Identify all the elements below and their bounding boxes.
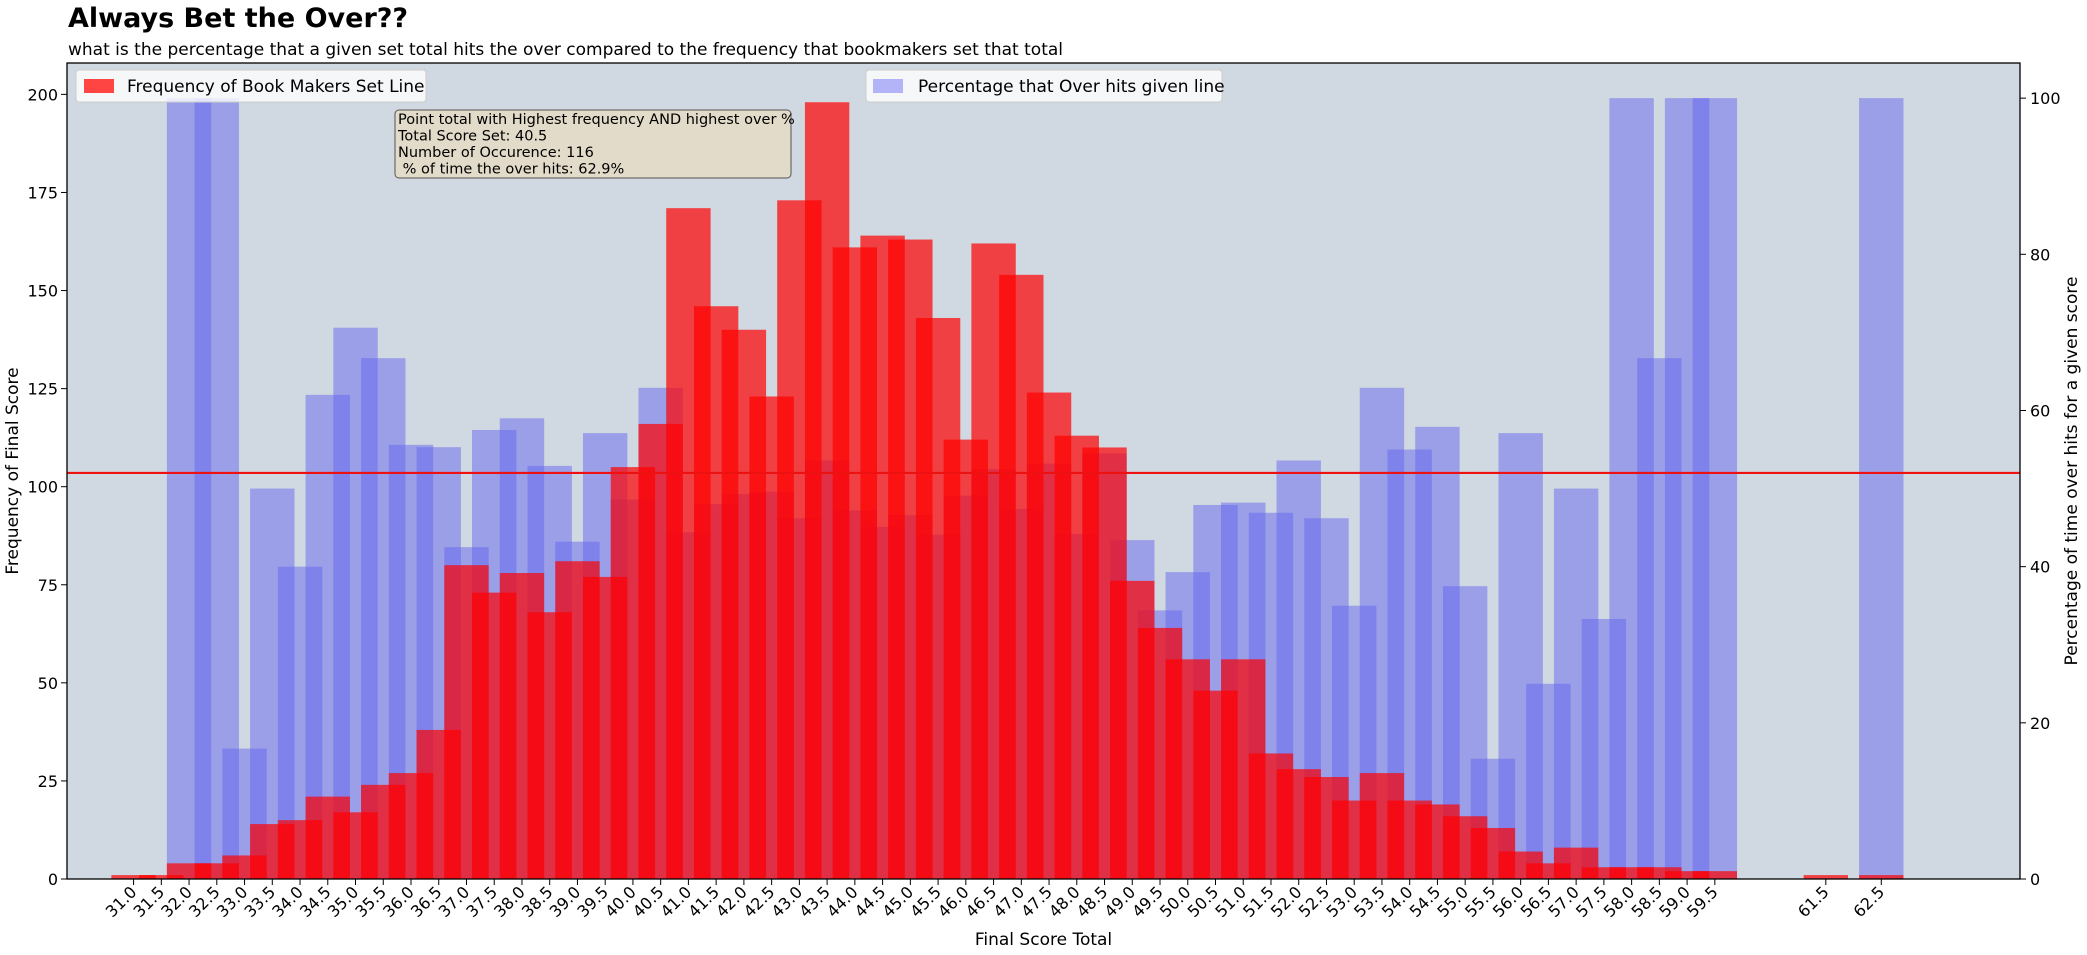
legend-frequency: Frequency of Book Makers Set Line	[75, 69, 427, 103]
left-tick-label: 125	[27, 380, 58, 399]
frequency-bar	[139, 875, 184, 879]
right-y-axis-label: Percentage of time over hits for a given…	[2062, 277, 2082, 666]
x-tick-label: 61.5	[1794, 882, 1833, 921]
annotation-line: % of time the over hits: 62.9%	[398, 162, 624, 178]
percentage-bar	[1859, 98, 1904, 880]
right-tick-label: 80	[2030, 245, 2050, 264]
frequency-bar	[1664, 871, 1710, 879]
frequency-bar	[111, 875, 156, 879]
plot-frame	[66, 62, 2021, 880]
right-tick-label: 100	[2030, 89, 2061, 108]
frequency-bar	[1609, 867, 1654, 879]
annotation-line: Total Score Set: 40.5	[397, 129, 547, 145]
right-tick-label: 0	[2030, 870, 2040, 889]
left-tick-label: 0	[48, 870, 58, 889]
frequency-bar	[1637, 867, 1682, 879]
left-tick-label: 50	[38, 674, 58, 693]
left-tick-label: 200	[27, 85, 58, 104]
x-axis-label: Final Score Total	[975, 930, 1112, 950]
frequency-series	[111, 102, 1904, 880]
annotation-box: Point total with Highest frequency AND h…	[394, 109, 795, 179]
frequency-bar	[1859, 875, 1904, 879]
right-tick-label: 40	[2030, 558, 2050, 577]
frequency-bar	[1692, 871, 1738, 879]
chart-subtitle: what is the percentage that a given set …	[68, 40, 1063, 60]
left-tick-label: 25	[38, 772, 58, 791]
x-tick-label: 59.5	[1683, 882, 1722, 921]
legend-percentage: Percentage that Over hits given line	[865, 69, 1225, 103]
chart-title: Always Bet the Over??	[68, 3, 408, 34]
left-tick-label: 175	[27, 183, 58, 202]
frequency-bar	[1581, 867, 1627, 879]
left-tick-label: 100	[27, 478, 58, 497]
left-y-axis: 0 25 50 75 100 125 150 175 200	[27, 85, 67, 889]
legend-frequency-swatch	[84, 79, 114, 93]
left-tick-label: 75	[38, 576, 58, 595]
legend-frequency-label: Frequency of Book Makers Set Line	[127, 77, 425, 97]
x-axis: 31.031.532.032.533.033.534.034.535.035.5…	[102, 879, 1888, 921]
right-tick-label: 60	[2030, 401, 2050, 420]
legend-percentage-swatch	[873, 79, 903, 93]
right-tick-label: 20	[2030, 714, 2050, 733]
annotation-line: Number of Occurence: 116	[398, 145, 594, 161]
x-tick-label: 62.5	[1849, 882, 1888, 921]
frequency-bar	[1803, 875, 1849, 879]
legend-percentage-label: Percentage that Over hits given line	[918, 77, 1225, 97]
annotation-line: Point total with Highest frequency AND h…	[398, 112, 795, 128]
y-axis-label: Frequency of Final Score	[3, 367, 23, 574]
percentage-bar	[1692, 98, 1738, 880]
left-tick-label: 150	[27, 282, 58, 301]
right-y-axis: 0 20 40 60 80 100	[2020, 89, 2061, 889]
